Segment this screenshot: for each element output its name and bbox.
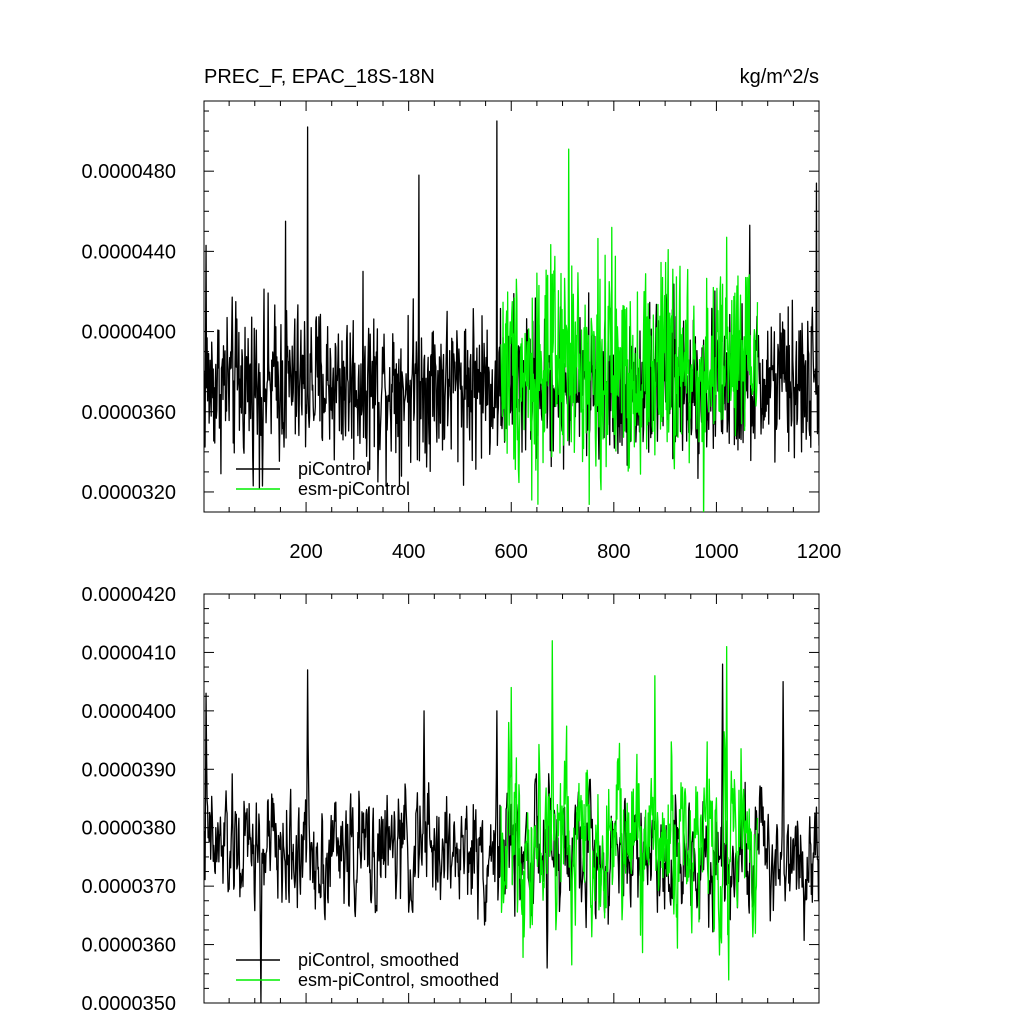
series-line-esm-picontrol-smoothed <box>500 640 759 981</box>
x-tick-label: 1200 <box>797 541 842 563</box>
y-tick-label: 0.0000360 <box>81 935 176 957</box>
bottom-panel: 0.0000350 0.0000360 0.0000370 0.0000380 0.00… <box>81 584 820 1015</box>
legend-label: esm-piControl, smoothed <box>298 970 499 990</box>
y-tick-label: 0.0000370 <box>81 876 176 898</box>
legend-label: piControl, smoothed <box>298 950 459 970</box>
y-tick-label: 0.0000400 <box>81 322 176 344</box>
y-tick-label: 0.0000410 <box>81 642 176 664</box>
y-tick-label: 0.0000390 <box>81 759 176 781</box>
y-tick-label: 0.0000320 <box>81 482 176 504</box>
x-tick-label: 200 <box>289 541 322 563</box>
y-tick-label: 0.0000400 <box>81 701 176 723</box>
x-tick-label: 800 <box>597 541 630 563</box>
y-tick-label: 0.0000420 <box>81 584 176 606</box>
chart-title: PREC_F, EPAC_18S-18N <box>204 66 435 88</box>
y-tick-label: 0.0000440 <box>81 241 176 263</box>
y-tick-label: 0.0000350 <box>81 993 176 1015</box>
series-line-esm-picontrol <box>500 148 759 512</box>
x-tick-label: 1000 <box>694 541 739 563</box>
y-tick-label: 0.0000380 <box>81 818 176 840</box>
legend-label: esm-piControl <box>298 479 410 499</box>
y-tick-label: 0.0000360 <box>81 402 176 424</box>
legend-label: piControl <box>298 459 370 479</box>
x-tick-label: 400 <box>392 541 425 563</box>
y-tick-label: 0.0000480 <box>81 161 176 183</box>
units-label: kg/m^2/s <box>740 66 819 88</box>
x-tick-label: 600 <box>495 541 528 563</box>
top-panel: 200 400 600 800 1000 1200 0.0000320 0.0000360 0.… <box>81 66 841 563</box>
